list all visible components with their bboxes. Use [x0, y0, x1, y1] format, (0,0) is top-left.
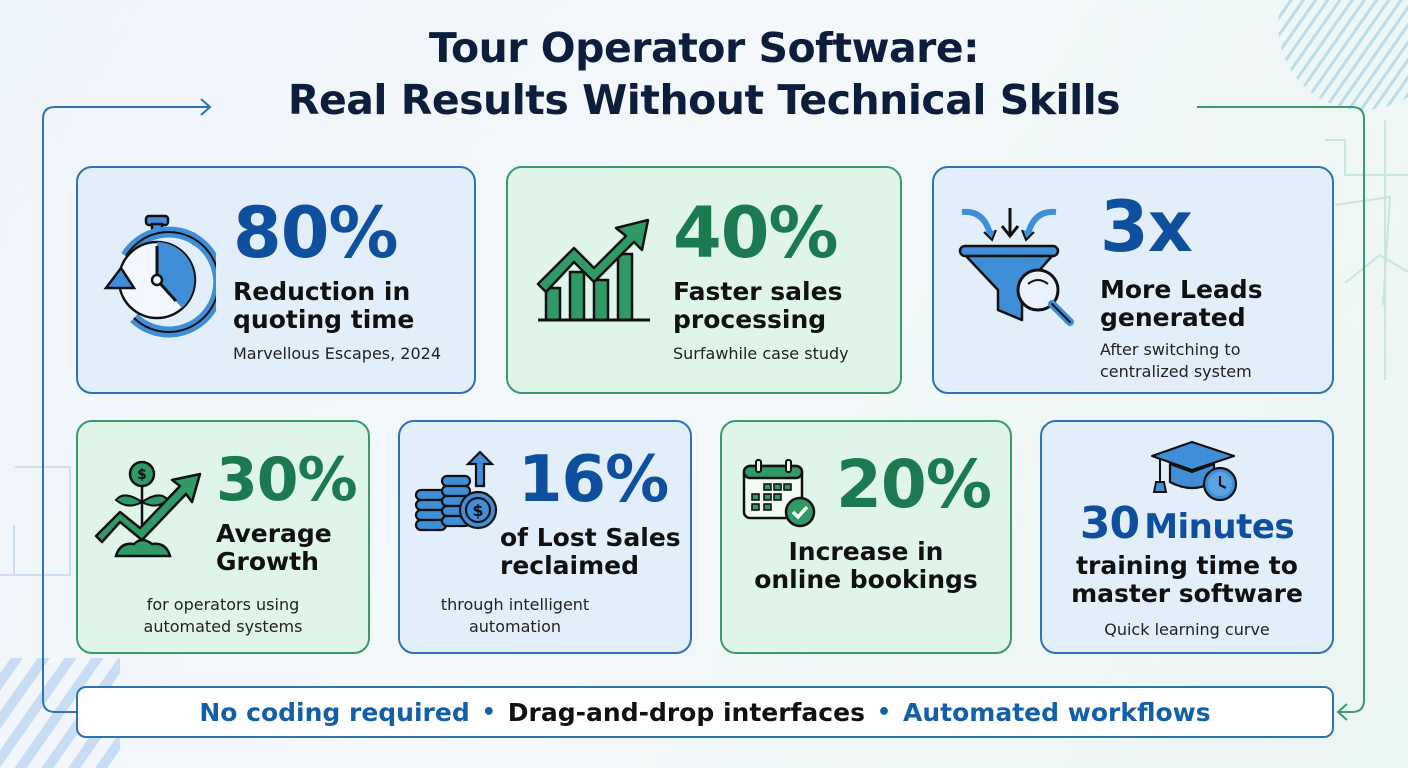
stat-label: training time to master software	[1042, 552, 1332, 607]
stat-source-line-2: automation	[468, 616, 562, 636]
feature-no-coding: No coding required	[199, 697, 470, 727]
stat-label-line-1: Faster sales	[673, 277, 843, 306]
stat-source-line-1: through intelligent	[440, 595, 590, 614]
stat-value: 20%	[836, 446, 992, 523]
stat-source-line-1: After switching to	[1100, 340, 1241, 359]
stat-value: 3x	[1100, 186, 1193, 268]
stat-source: for operators using automated systems	[78, 594, 368, 637]
stat-label-line-2: master software	[1071, 578, 1303, 608]
stat-source: Marvellous Escapes, 2024	[233, 344, 442, 363]
bullet-separator: •	[481, 699, 496, 725]
stat-source: through intelligent automation	[400, 594, 630, 637]
stat-label: Reduction in quoting time	[233, 278, 441, 333]
stat-label-line-2: quoting time	[233, 304, 415, 334]
stat-label-line-1: More Leads	[1100, 275, 1263, 304]
stat-source-line-2: centralized system	[1100, 361, 1252, 381]
stat-label-line-1: Average	[216, 519, 332, 548]
stat-label-line-1: Reduction in	[233, 277, 411, 306]
svg-text:$: $	[137, 467, 147, 483]
stat-source: After switching to centralized system	[1100, 339, 1263, 382]
stat-value: 30	[1079, 498, 1140, 549]
title-line-2: Real Results Without Technical Skills	[287, 76, 1121, 124]
stat-card-quoting-time: 80% Reduction in quoting time Marvellous…	[76, 166, 476, 394]
stat-label-line-1: of Lost Sales	[500, 523, 681, 552]
stat-card-lost-sales: $ 16% of Lost Sales reclaimed through in…	[398, 420, 692, 654]
growth-chart-icon	[536, 218, 650, 322]
stat-label-line-2: processing	[673, 304, 827, 334]
stat-label-line-2: reclaimed	[500, 550, 640, 580]
stat-source: Quick learning curve	[1104, 620, 1270, 639]
stat-card-training-time: 30 Minutes training time to master softw…	[1040, 420, 1334, 654]
feature-summary-bar: No coding required • Drag-and-drop inter…	[76, 686, 1334, 738]
stat-label-line-1: training time to	[1076, 551, 1298, 580]
page-title: Tour Operator Software: Real Results Wit…	[0, 22, 1408, 126]
stat-card-online-bookings: 20% Increase in online bookings	[720, 420, 1012, 654]
stat-label-line-2: Growth	[216, 546, 319, 576]
stat-card-more-leads: 3x More Leads generated After switching …	[932, 166, 1334, 394]
title-line-1: Tour Operator Software:	[428, 24, 980, 72]
stat-label-line-1: Increase in	[788, 537, 944, 566]
stopwatch-icon	[103, 214, 216, 338]
calendar-check-icon	[742, 459, 816, 528]
stat-value: 30%	[216, 445, 358, 515]
stat-source-line-1: for operators using	[146, 595, 300, 614]
stat-source-line-2: automated systems	[143, 616, 303, 636]
coin-stack-arrow-icon: $	[414, 450, 498, 532]
stat-source: Surfawhile case study	[673, 344, 849, 363]
stat-label: of Lost Sales reclaimed	[500, 524, 681, 579]
stat-value: 80%	[233, 192, 399, 274]
stat-label: Increase in online bookings	[722, 538, 1010, 593]
stat-value-unit: Minutes	[1144, 507, 1295, 547]
stat-card-average-growth: $ 30% Average Growth for operators using…	[76, 420, 370, 654]
stat-label-line-2: generated	[1100, 302, 1246, 332]
money-plant-growth-icon: $	[94, 460, 202, 558]
feature-drag-and-drop: Drag-and-drop interfaces	[507, 697, 865, 727]
stat-label: More Leads generated	[1100, 276, 1263, 331]
graduation-cap-clock-icon	[1150, 440, 1238, 502]
stat-label-line-2: online bookings	[754, 564, 978, 594]
bullet-separator: •	[876, 699, 892, 725]
svg-text:$: $	[472, 501, 483, 520]
stat-label: Average Growth	[216, 520, 357, 575]
stat-card-sales-processing: 40% Faster sales processing Surfawhile c…	[506, 166, 902, 394]
stat-label: Faster sales processing	[673, 278, 849, 333]
feature-automated-workflows: Automated workflows	[903, 697, 1211, 727]
funnel-search-icon	[958, 208, 1074, 326]
stat-value: 16%	[518, 443, 669, 517]
stat-value: 40%	[673, 192, 839, 274]
